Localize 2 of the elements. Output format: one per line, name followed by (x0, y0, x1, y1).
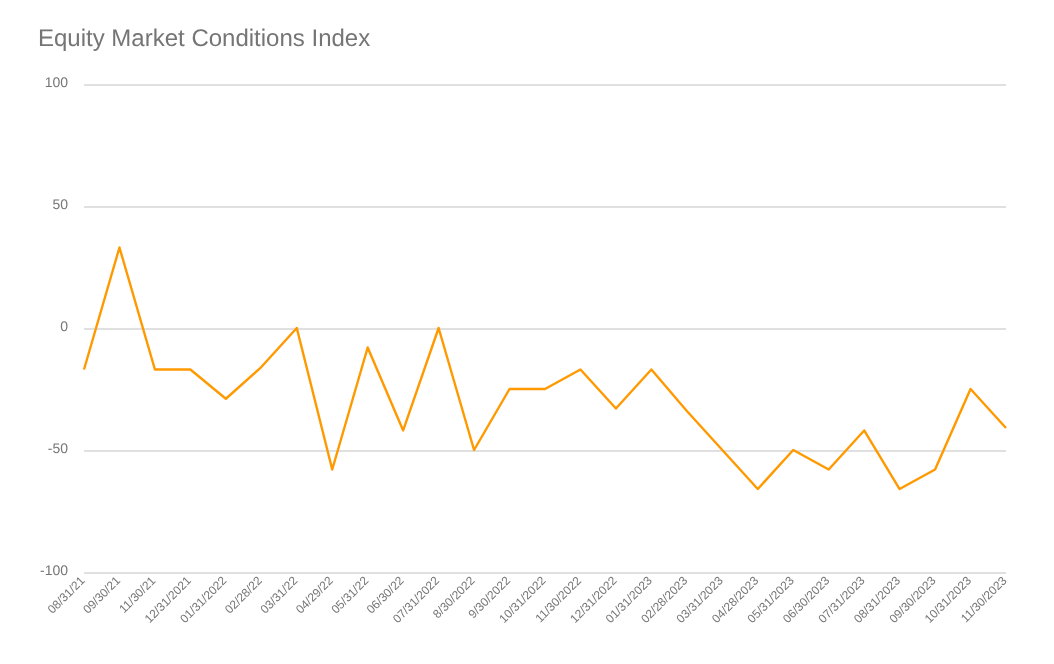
chart-title: Equity Market Conditions Index (38, 24, 371, 52)
line-series (82, 246, 1008, 491)
